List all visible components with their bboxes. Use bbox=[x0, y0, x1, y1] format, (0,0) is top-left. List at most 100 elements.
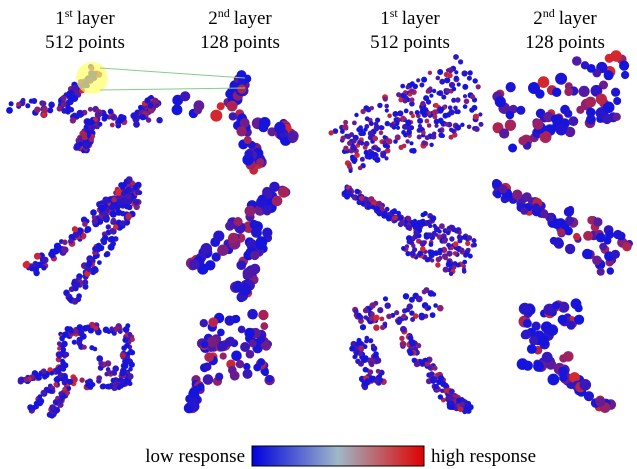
point bbox=[48, 101, 55, 109]
point bbox=[92, 253, 99, 260]
ordinal-suffix: nd bbox=[543, 6, 555, 20]
point bbox=[17, 377, 23, 383]
point bbox=[202, 362, 212, 372]
point bbox=[133, 121, 140, 128]
point bbox=[62, 239, 68, 246]
point bbox=[384, 156, 389, 161]
point bbox=[359, 156, 365, 162]
point bbox=[188, 396, 199, 408]
point bbox=[462, 104, 468, 109]
point bbox=[60, 101, 67, 108]
point bbox=[613, 97, 622, 105]
point bbox=[393, 139, 398, 144]
point bbox=[384, 147, 391, 154]
point bbox=[397, 110, 403, 117]
header-layer: 1st layer bbox=[55, 6, 115, 29]
point bbox=[242, 368, 253, 379]
point bbox=[454, 109, 459, 115]
point bbox=[394, 134, 401, 141]
point bbox=[111, 369, 117, 376]
point bbox=[107, 243, 115, 251]
point bbox=[394, 310, 400, 316]
point bbox=[109, 122, 115, 128]
point bbox=[116, 116, 124, 124]
point bbox=[558, 366, 568, 376]
point bbox=[428, 371, 435, 378]
point bbox=[574, 304, 583, 313]
point bbox=[373, 378, 380, 384]
point bbox=[440, 380, 447, 388]
point bbox=[467, 253, 473, 259]
ordinal-suffix: st bbox=[65, 6, 74, 20]
point bbox=[518, 136, 528, 146]
point bbox=[451, 86, 457, 92]
point bbox=[259, 117, 271, 129]
point bbox=[29, 266, 35, 272]
point bbox=[215, 372, 224, 381]
point bbox=[342, 124, 349, 131]
point bbox=[76, 324, 84, 331]
point bbox=[386, 313, 392, 320]
point bbox=[557, 228, 566, 237]
point bbox=[352, 120, 357, 126]
point bbox=[255, 239, 266, 250]
point bbox=[372, 135, 379, 142]
point bbox=[564, 87, 574, 97]
point bbox=[599, 80, 608, 90]
point bbox=[566, 320, 576, 330]
point bbox=[448, 109, 455, 116]
point bbox=[474, 126, 480, 132]
point bbox=[82, 221, 88, 227]
point bbox=[533, 361, 544, 372]
point bbox=[364, 378, 370, 384]
point bbox=[200, 340, 209, 349]
point bbox=[49, 371, 55, 376]
point bbox=[523, 319, 532, 328]
point bbox=[462, 406, 470, 413]
point bbox=[382, 96, 388, 102]
point bbox=[446, 250, 453, 257]
point bbox=[442, 112, 449, 119]
point bbox=[370, 311, 375, 317]
point bbox=[98, 360, 104, 366]
point bbox=[516, 105, 526, 115]
point bbox=[22, 261, 30, 269]
point bbox=[585, 114, 596, 125]
point bbox=[433, 118, 440, 125]
point bbox=[373, 351, 379, 357]
point bbox=[449, 127, 454, 132]
header-points: 128 points bbox=[525, 32, 605, 53]
point bbox=[505, 110, 515, 120]
point bbox=[559, 354, 568, 363]
point bbox=[550, 114, 561, 124]
point bbox=[375, 209, 382, 216]
point bbox=[424, 361, 430, 367]
point bbox=[535, 89, 545, 99]
point bbox=[261, 341, 272, 351]
point bbox=[274, 121, 286, 134]
point bbox=[265, 375, 274, 383]
point bbox=[351, 195, 357, 201]
point bbox=[521, 329, 532, 340]
point bbox=[356, 312, 362, 318]
point bbox=[53, 367, 60, 373]
point bbox=[606, 267, 614, 275]
point bbox=[48, 250, 55, 258]
point bbox=[88, 136, 94, 143]
point bbox=[353, 308, 359, 315]
legend-low: low response bbox=[145, 446, 245, 467]
point bbox=[424, 135, 430, 141]
point bbox=[95, 124, 100, 130]
point bbox=[449, 388, 455, 395]
point bbox=[410, 113, 416, 119]
legend-high: high response bbox=[431, 446, 536, 467]
point bbox=[119, 220, 126, 227]
point bbox=[87, 106, 93, 112]
point bbox=[529, 335, 539, 346]
point bbox=[418, 314, 426, 321]
point bbox=[189, 387, 198, 396]
point bbox=[462, 234, 468, 240]
point bbox=[391, 216, 397, 221]
point bbox=[376, 200, 383, 207]
connector bbox=[99, 87, 246, 91]
